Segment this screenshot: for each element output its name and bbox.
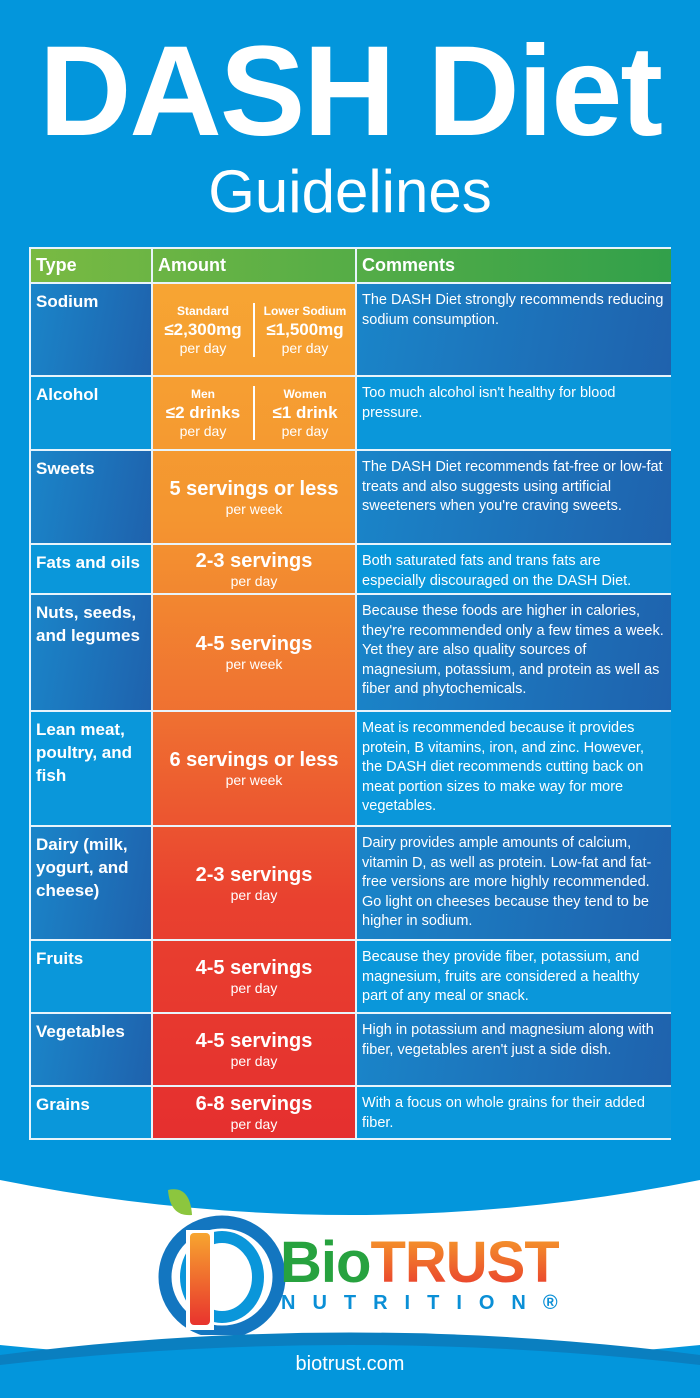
cell-comment: Because they provide fiber, potassium, a… (357, 941, 671, 1012)
cell-type: Grains (31, 1087, 151, 1138)
amount-unit: per week (225, 772, 283, 788)
cell-type: Fruits (31, 941, 151, 1012)
amount-value: 4-5 servings (195, 957, 313, 979)
amount-unit: per day (179, 423, 227, 439)
brand-name: BioTRUST (280, 1230, 560, 1295)
guidelines-table: Type Amount Comments Sodium Standard ≤2,30… (29, 247, 671, 1140)
amount-value: 6 servings or less (169, 749, 339, 771)
cell-amount: 2-3 servings per day (153, 827, 355, 939)
amount-value: ≤1,500mg (266, 319, 344, 339)
brand-bio: Bio (280, 1230, 371, 1295)
brand-trust: TRUST (370, 1230, 559, 1295)
amount-unit: per day (230, 980, 278, 996)
amount-option: Standard ≤2,300mg per day (153, 303, 253, 357)
cell-comment: High in potassium and magnesium along wi… (357, 1014, 671, 1085)
cell-type: Dairy (milk, yogurt, and cheese) (31, 827, 151, 939)
amount-value: ≤2 drinks (165, 403, 241, 422)
amount-value: ≤1 drink (272, 403, 338, 422)
amount-value: ≤2,300mg (164, 319, 242, 339)
cell-comment: The DASH Diet recommends fat-free or low… (357, 451, 671, 543)
cell-amount: 6 servings or less per week (153, 712, 355, 825)
amount-value: 6-8 servings (195, 1093, 313, 1115)
amount-unit: per week (225, 500, 283, 517)
cell-type: Sweets (31, 451, 151, 543)
amount-unit: per day (230, 886, 278, 903)
cell-comment: Too much alcohol isn't healthy for blood… (357, 377, 671, 449)
amount-value: 4-5 servings (195, 1030, 313, 1052)
cell-type: Nuts, seeds, and legumes (31, 595, 151, 710)
amount-label: Standard (176, 303, 229, 318)
cell-amount: 4-5 servings per week (153, 595, 355, 710)
brand-subtitle: NUTRITION® (281, 1292, 575, 1314)
amount-unit: per week (225, 656, 283, 672)
cell-comment: The DASH Diet strongly recommends reduci… (357, 284, 671, 375)
column-header-amount: Amount (153, 249, 355, 282)
amount-unit: per day (281, 423, 329, 439)
biotrust-logo-icon (158, 1189, 286, 1335)
cell-type: Sodium (31, 284, 151, 375)
cell-comment: Because these foods are higher in calori… (357, 595, 671, 710)
cell-amount: 2-3 servings per day (153, 545, 355, 593)
cell-amount: Standard ≤2,300mg per day Lower Sodium ≤1,50… (153, 284, 355, 375)
amount-label: Women (283, 387, 327, 401)
amount-unit: per day (179, 339, 227, 356)
cell-comment: Both saturated fats and trans fats are e… (357, 545, 671, 593)
cell-amount: Men ≤2 drinks per day Women ≤1 drink per day (153, 377, 355, 449)
amount-label: Lower Sodium (263, 303, 347, 318)
page-subtitle: Guidelines (208, 158, 492, 225)
amount-label: Men (191, 387, 215, 401)
amount-value: 5 servings or less (169, 477, 339, 500)
page-title: DASH Diet (38, 20, 663, 163)
amount-unit: per day (281, 339, 329, 356)
cell-comment: Dairy provides ample amounts of calcium,… (357, 827, 671, 939)
website-link[interactable]: biotrust.com (295, 1353, 405, 1375)
cell-amount: 4-5 servings per day (153, 1014, 355, 1085)
cell-type: Fats and oils (31, 545, 151, 593)
amount-value: 2-3 servings (195, 863, 313, 886)
cell-comment: With a focus on whole grains for their a… (357, 1087, 671, 1138)
amount-value: 2-3 servings (195, 549, 313, 572)
cell-type: Alcohol (31, 377, 151, 449)
cell-type: Lean meat, poultry, and fish (31, 712, 151, 825)
amount-option: Lower Sodium ≤1,500mg per day (253, 302, 355, 357)
cell-amount: 4-5 servings per day (153, 941, 355, 1012)
amount-value: 4-5 servings (195, 633, 313, 655)
amount-unit: per day (230, 1053, 278, 1069)
cell-comment: Meat is recommended because it provides … (357, 712, 671, 825)
cell-amount: 5 servings or less per week (153, 451, 355, 543)
cell-type: Vegetables (31, 1014, 151, 1085)
amount-unit: per day (230, 572, 278, 589)
cell-amount: 6-8 servings per day (153, 1087, 355, 1138)
amount-option: Women ≤1 drink per day (253, 386, 355, 440)
column-header-type: Type (31, 249, 151, 282)
amount-unit: per day (230, 1116, 278, 1132)
amount-option: Men ≤2 drinks per day (153, 386, 253, 440)
column-header-comments: Comments (357, 249, 671, 282)
